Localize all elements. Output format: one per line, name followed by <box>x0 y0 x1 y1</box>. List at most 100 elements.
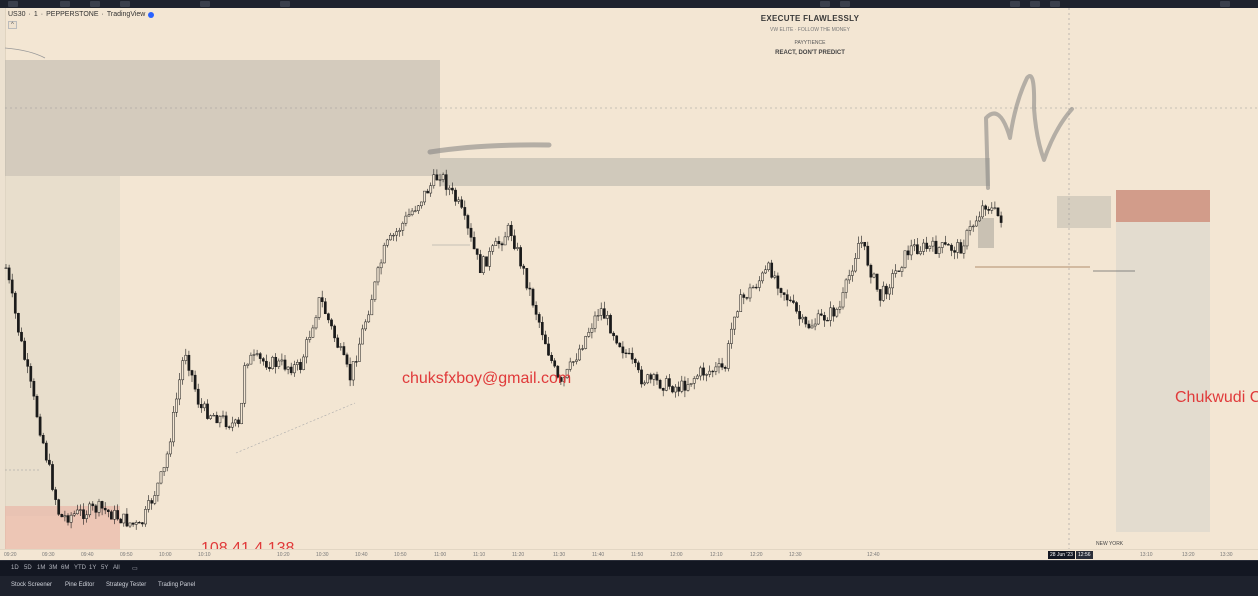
settings-icon[interactable] <box>1030 1 1040 7</box>
collapse-legend-button[interactable]: ^ <box>8 21 17 29</box>
symbol-legend[interactable]: US30 · 1 · PEPPERSTONE · TradingView <box>8 11 155 18</box>
candle-body <box>209 415 212 419</box>
time-tick: 12:30 <box>789 552 802 558</box>
candle-body <box>494 240 498 246</box>
candle-body <box>147 500 150 510</box>
candle-body <box>950 244 953 251</box>
candle-body <box>289 366 293 374</box>
publish-button[interactable] <box>1220 1 1230 7</box>
toolbar-button[interactable] <box>120 1 130 7</box>
candle-body <box>819 313 823 316</box>
candle-body <box>413 210 417 212</box>
candle-body <box>97 501 101 513</box>
timeframe-option[interactable]: 5Y <box>101 565 109 571</box>
candle-body <box>172 412 175 443</box>
timeframe-bar: 1D 5D 1M 3M 6M YTD 1Y 5Y All ▭ <box>0 560 1258 577</box>
candle-body <box>596 315 600 317</box>
candle-body <box>72 513 76 516</box>
candle-body <box>971 225 975 228</box>
chart-pane[interactable]: US30 · 1 · PEPPERSTONE · TradingView ^ E… <box>0 8 1258 560</box>
timeframe-option[interactable]: 1M <box>37 565 46 571</box>
candle-body <box>677 386 681 392</box>
candle-body <box>937 247 941 254</box>
candle-body <box>900 267 904 272</box>
candle-body <box>990 207 994 211</box>
toolbar-button[interactable] <box>90 1 100 7</box>
timeframe-option[interactable]: 5D <box>24 565 32 571</box>
candle-body <box>835 309 839 317</box>
candle-body <box>488 251 491 267</box>
candle-body <box>125 513 129 527</box>
candle-body <box>29 366 33 382</box>
candle-body <box>116 510 119 520</box>
candle-body <box>602 308 606 319</box>
candle-body <box>618 342 622 348</box>
candle-body <box>128 522 132 527</box>
candle-body <box>75 509 79 515</box>
candle-body <box>537 314 541 323</box>
candle-body <box>265 360 268 368</box>
date-range-icon[interactable]: ▭ <box>132 566 138 572</box>
candle-body <box>857 243 860 259</box>
time-tick: 09:20 <box>4 552 17 558</box>
candle-body <box>491 245 495 252</box>
fullscreen-icon[interactable] <box>1050 1 1060 7</box>
candle-body <box>993 207 997 209</box>
candle-body <box>500 243 504 246</box>
menu-icon[interactable] <box>8 1 18 7</box>
candle-body <box>379 262 383 269</box>
timeframe-option[interactable]: 1D <box>11 565 19 571</box>
candle-body <box>925 242 929 249</box>
candle-body <box>141 522 144 525</box>
candle-body <box>302 356 305 370</box>
supply-zone <box>5 60 440 176</box>
candle-body <box>478 254 482 274</box>
alert-button[interactable] <box>280 1 290 7</box>
candle-body <box>792 300 795 303</box>
timeframe-option[interactable]: 1Y <box>89 565 97 571</box>
candle-body <box>782 292 786 295</box>
time-tick: 12:40 <box>867 552 880 558</box>
time-tick: 12:10 <box>710 552 723 558</box>
redo-icon[interactable] <box>840 1 850 7</box>
candle-body <box>203 403 206 409</box>
timeframe-option[interactable]: YTD <box>74 565 86 571</box>
tab-stock-screener[interactable]: Stock Screener <box>11 582 53 588</box>
tab-pine-editor[interactable]: Pine Editor <box>65 582 95 588</box>
time-tick: 09:50 <box>120 552 133 558</box>
timeframe-option[interactable]: All <box>113 565 120 571</box>
small-zone <box>1057 196 1111 228</box>
candle-body <box>965 230 969 247</box>
candle-body <box>361 328 364 345</box>
candle-body <box>404 215 408 224</box>
candle-body <box>134 522 138 525</box>
toolbar-button[interactable] <box>60 1 70 7</box>
candle-body <box>581 348 584 350</box>
tab-trading-panel[interactable]: Trading Panel <box>158 582 196 588</box>
candle-body <box>252 354 256 356</box>
timeframe-option[interactable]: 3M <box>49 565 58 571</box>
candle-body <box>550 354 553 361</box>
candle-body <box>215 414 219 424</box>
tab-strategy-tester[interactable]: Strategy Tester <box>106 582 147 588</box>
candle-body <box>199 404 203 409</box>
candle-body <box>168 441 172 455</box>
candle-body <box>320 297 324 302</box>
candle-body <box>485 256 488 267</box>
candle-body <box>94 505 98 513</box>
indicators-button[interactable] <box>200 1 210 7</box>
candle-body <box>110 511 113 520</box>
candle-body <box>708 370 712 375</box>
time-axis[interactable]: 09:20 09:30 09:40 09:50 10:00 10:10 10:2… <box>0 549 1258 560</box>
candle-body <box>122 513 126 524</box>
timeframe-option[interactable]: 6M <box>61 565 70 571</box>
candle-body <box>978 216 981 222</box>
candle-body <box>761 272 764 282</box>
undo-icon[interactable] <box>820 1 830 7</box>
symbol-timeframe: 1 <box>33 11 38 18</box>
candle-body <box>776 275 780 289</box>
layout-icon[interactable] <box>1010 1 1020 7</box>
time-tick: 10:30 <box>316 552 329 558</box>
candle-body <box>646 374 650 384</box>
separator: · <box>40 11 44 18</box>
